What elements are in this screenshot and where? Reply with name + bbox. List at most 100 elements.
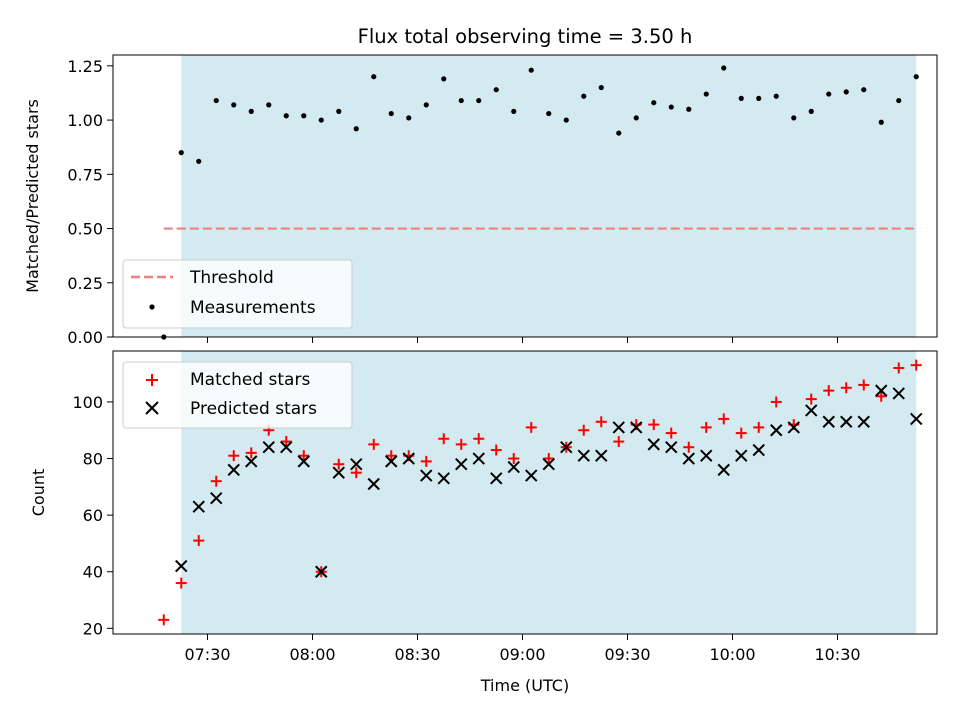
measurement-point <box>686 106 692 112</box>
measurement-point <box>423 102 429 108</box>
predicted-star-marker <box>420 469 433 482</box>
measurement-point <box>808 108 814 114</box>
matched-star-marker <box>770 396 782 408</box>
predicted-star-marker <box>192 500 205 513</box>
y-tick-label: 80 <box>83 450 103 469</box>
predicted-star-marker <box>857 415 870 428</box>
matched-star-marker <box>700 421 712 433</box>
count-panel-frame <box>112 350 938 635</box>
matched-star-marker <box>158 614 170 626</box>
y-tick-label: 60 <box>83 506 103 525</box>
x-tick-label: 09:30 <box>604 645 650 664</box>
predicted-star-marker <box>752 443 765 457</box>
matched-star-marker <box>858 379 870 391</box>
ratio-y-axis-label: Matched/Predicted stars <box>23 99 42 293</box>
predicted-star-marker <box>402 452 415 465</box>
matched-star-marker <box>193 535 205 547</box>
predicted-star-marker <box>735 449 748 462</box>
matched-star-marker <box>333 458 345 470</box>
predicted-star-marker <box>280 441 293 454</box>
measurement-point <box>616 130 622 136</box>
measurement-point <box>843 89 849 95</box>
measurement-point <box>371 74 377 80</box>
predicted-star-marker <box>315 565 328 578</box>
measurement-point <box>633 115 639 121</box>
matched-star-marker <box>893 362 905 374</box>
measurement-point <box>528 67 534 73</box>
measurement-point <box>213 97 219 104</box>
predicted-star-marker <box>472 452 485 465</box>
chart-title: Flux total observing time = 3.50 h <box>358 25 693 48</box>
matched-star-marker <box>525 421 537 433</box>
measurement-point <box>598 84 604 91</box>
measurement-point <box>651 100 657 106</box>
measurement-point <box>336 108 342 114</box>
count-panel: 20 40 60 80 100 07:30 08:00 08:30 09:00 09:30 10:0… <box>29 350 938 695</box>
predicted-star-marker <box>332 466 345 479</box>
matched-star-marker <box>350 467 362 479</box>
measurement-point <box>301 113 307 119</box>
predicted-star-marker <box>210 491 223 505</box>
x-tick-label: 08:30 <box>394 645 440 664</box>
predicted-star-marker <box>630 421 643 434</box>
legend-measurements-label: Measurements <box>190 298 316 318</box>
predicted-star-marker <box>455 457 468 471</box>
predicted-star-marker <box>892 387 905 400</box>
matched-star-marker <box>473 433 485 445</box>
predicted-star-marker <box>350 457 363 471</box>
matched-star-marker <box>385 450 397 462</box>
measurement-point <box>896 97 902 104</box>
measurement-point <box>406 115 412 121</box>
predicted-star-marker <box>647 438 660 451</box>
legend-matched-swatch <box>146 374 158 386</box>
matched-star-marker <box>718 413 730 425</box>
measurement-point <box>791 115 797 121</box>
predicted-star-marker <box>507 460 520 474</box>
matched-star-marker <box>455 438 467 450</box>
predicted-star-marker <box>665 441 678 454</box>
matched-star-marker <box>543 453 555 465</box>
matched-star-marker <box>823 385 835 397</box>
predicted-star-marker <box>770 424 783 437</box>
matched-star-marker <box>368 438 380 450</box>
measurement-point <box>703 91 709 97</box>
matched-star-marker <box>613 436 625 448</box>
matched-star-marker <box>228 450 240 462</box>
x-tick-label: 08:00 <box>289 645 335 664</box>
legend-threshold-label: Threshold <box>189 268 274 288</box>
predicted-star-marker <box>612 421 625 434</box>
predicted-star-marker <box>490 472 503 485</box>
predicted-star-marker <box>700 449 713 462</box>
measurement-point <box>178 150 184 156</box>
measurement-point <box>826 91 832 97</box>
matched-star-marker <box>753 421 765 433</box>
predicted-star-marker <box>595 449 608 462</box>
measurement-point <box>861 87 867 93</box>
matched-star-marker <box>578 424 590 436</box>
matched-star-marker <box>420 455 432 467</box>
measurement-point <box>231 102 237 108</box>
y-tick-label: 0.00 <box>67 328 103 347</box>
measurement-point <box>756 95 762 101</box>
measurement-point <box>913 74 919 80</box>
y-tick-label: 1.00 <box>67 111 103 130</box>
x-tick-label: 07:30 <box>184 645 230 664</box>
measurement-point <box>248 108 254 114</box>
y-tick-label: 40 <box>83 563 103 582</box>
count-y-axis-label: Count <box>29 469 48 517</box>
predicted-star-marker <box>787 421 800 434</box>
matched-star-marker <box>210 475 222 487</box>
matched-star-marker <box>298 450 310 462</box>
matched-star-marker <box>648 419 660 431</box>
measurement-point <box>388 110 394 117</box>
measurement-point <box>476 97 482 104</box>
predicted-star-marker <box>525 469 538 482</box>
predicted-star-marker <box>262 441 275 454</box>
count-legend: Matched stars Predicted stars <box>122 361 353 429</box>
matched-star-marker <box>245 447 257 459</box>
measurement-point <box>581 93 587 99</box>
matched-star-marker <box>683 441 695 453</box>
matched-star-marker <box>438 433 450 445</box>
measurement-point <box>721 65 727 71</box>
